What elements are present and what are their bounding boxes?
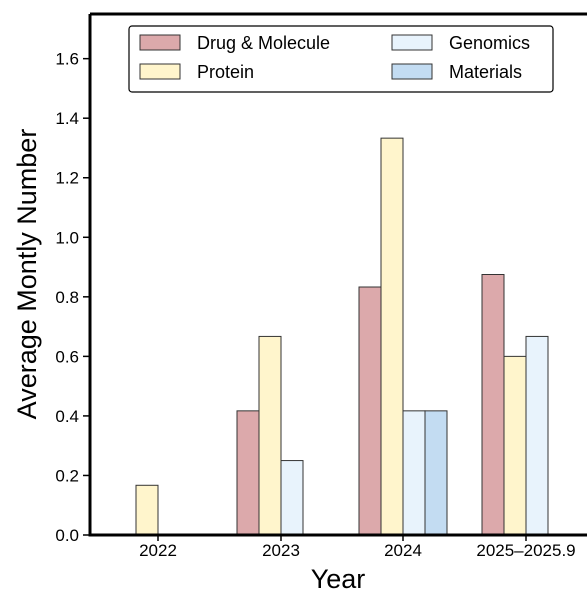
y-tick-label: 0.8 [55, 288, 79, 307]
bar-protein-1 [258, 335, 282, 536]
y-tick-label: 0.4 [55, 407, 79, 426]
legend-label: Drug & Molecule [197, 33, 330, 53]
bar-drug-molecule-3 [481, 274, 505, 536]
bar-protein-2 [380, 137, 404, 536]
bar-drug-molecule-1 [236, 410, 260, 536]
bar-genomics-2 [402, 410, 426, 536]
legend-label: Protein [197, 62, 254, 82]
y-tick-label: 1.6 [55, 50, 79, 69]
bar-drug-molecule-2 [358, 286, 382, 536]
y-tick-label: 1.2 [55, 169, 79, 188]
legend-swatch [139, 63, 181, 80]
x-axis-title: Year [311, 564, 366, 590]
y-tick-label: 0.0 [55, 526, 79, 545]
legend-label: Genomics [449, 33, 530, 53]
y-tick-label: 0.6 [55, 347, 79, 366]
y-ticks: 0.0 0.2 0.4 0.6 0.8 1.0 1.2 1.4 1.6 [55, 50, 90, 545]
y-axis-title: Average Montly Number [12, 129, 42, 420]
legend-swatch [139, 34, 181, 51]
x-ticks: 2022 2023 2024 2025–2025.9 [139, 535, 576, 560]
bars [135, 137, 549, 536]
bar-genomics-1 [280, 460, 304, 536]
bar-protein-0 [135, 484, 159, 536]
y-tick-label: 1.0 [55, 228, 79, 247]
legend: Drug & Molecule Protein Genomics Materials [128, 25, 554, 93]
bar-materials-2 [424, 410, 448, 536]
bar-genomics-3 [525, 335, 549, 536]
y-tick-label: 1.4 [55, 109, 79, 128]
legend-swatch [391, 63, 433, 80]
legend-swatch [391, 34, 433, 51]
x-tick-label: 2025–2025.9 [476, 541, 575, 560]
bar-protein-3 [503, 355, 527, 536]
x-tick-label: 2022 [139, 541, 177, 560]
axes [88, 12, 587, 537]
legend-frame [128, 25, 554, 93]
x-tick-label: 2024 [384, 541, 422, 560]
legend-label: Materials [449, 62, 522, 82]
y-tick-label: 0.2 [55, 466, 79, 485]
x-tick-label: 2023 [262, 541, 300, 560]
